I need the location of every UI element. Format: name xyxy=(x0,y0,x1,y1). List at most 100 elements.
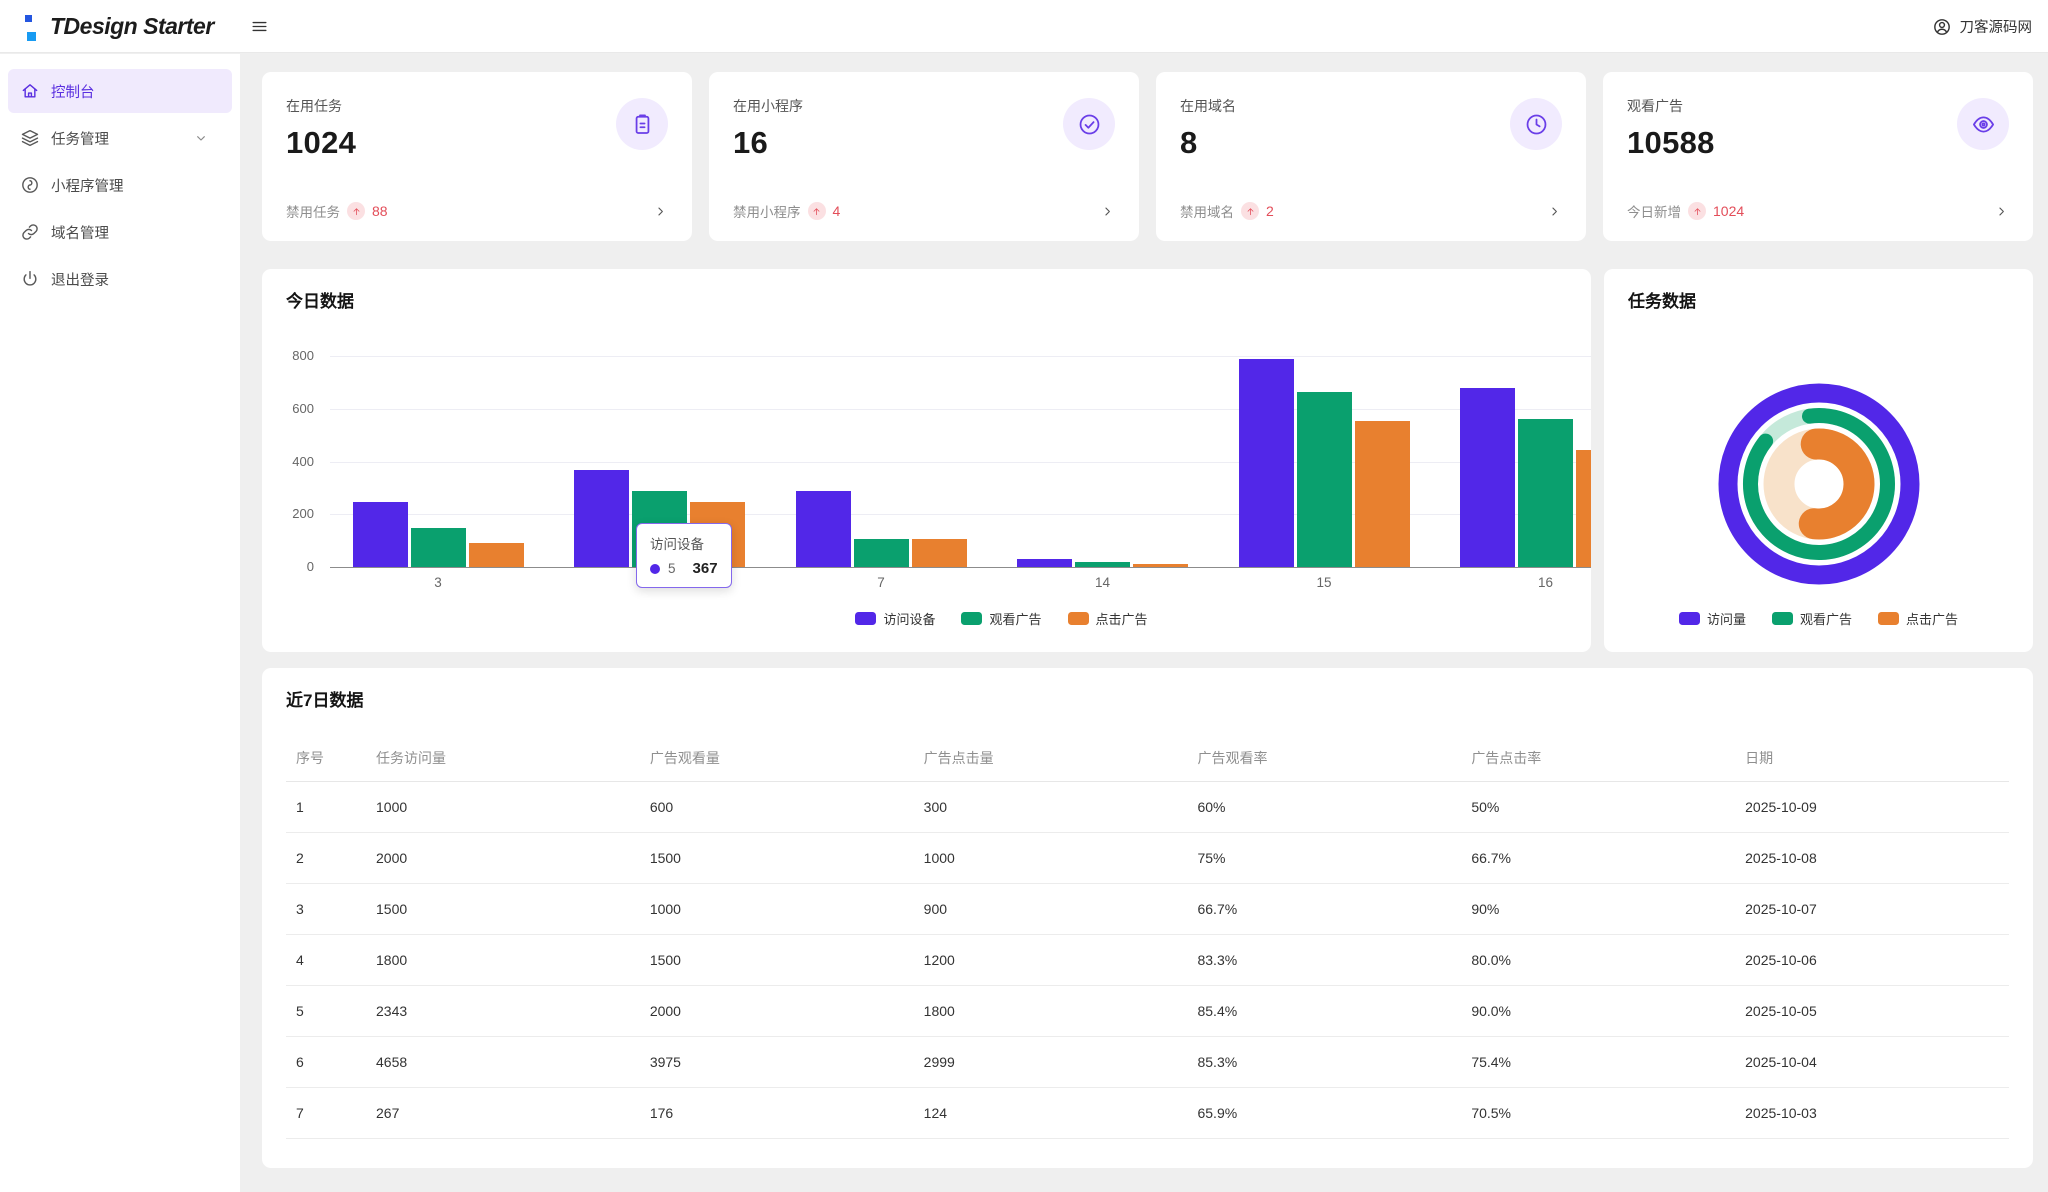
stat-footer-value: 88 xyxy=(372,203,388,219)
x-axis-tick-label: 15 xyxy=(1316,575,1332,590)
link-icon xyxy=(20,222,40,242)
table-cell: 7 xyxy=(286,1087,366,1139)
power-icon xyxy=(20,269,40,289)
table-cell: 1500 xyxy=(639,832,914,884)
bar-点击广告-16[interactable] xyxy=(1576,450,1591,567)
y-axis-tick-label: 400 xyxy=(292,453,314,469)
stat-card-footer: 禁用小程序 4 xyxy=(733,201,1115,221)
bar-访问设备-7[interactable] xyxy=(795,491,851,567)
legend-swatch xyxy=(1067,612,1089,625)
bar-观看广告-15[interactable] xyxy=(1296,392,1352,567)
bar-访问设备-15[interactable] xyxy=(1238,359,1294,567)
stat-card-clock[interactable]: 在用域名 8 禁用域名 2 xyxy=(1156,72,1586,241)
table-cell: 2 xyxy=(286,832,366,884)
table-title: 近7日数据 xyxy=(286,691,364,710)
donut-segment-1[interactable] xyxy=(1742,408,1895,560)
stat-card-clipboard[interactable]: 在用任务 1024 禁用任务 88 xyxy=(262,72,692,241)
clipboard-icon xyxy=(630,112,655,137)
table-row: 2 2000 1500 1000 75% 66.7% 2025-10-08 xyxy=(286,832,2009,884)
column-header: 广告点击量 xyxy=(913,736,1188,782)
column-header: 广告点击率 xyxy=(1461,736,1736,782)
legend-swatch xyxy=(1771,612,1793,625)
bar-点击广告-7[interactable] xyxy=(911,539,967,567)
stat-footer-value: 1024 xyxy=(1713,203,1745,219)
app-logo[interactable]: TDesign Starter xyxy=(24,0,214,53)
table-cell: 2025-10-04 xyxy=(1735,1036,2009,1088)
table-cell: 3 xyxy=(286,883,366,935)
bar-点击广告-14[interactable] xyxy=(1133,564,1188,567)
user-menu[interactable]: 刀客源码网 xyxy=(1932,0,2032,53)
arrow-up-icon xyxy=(347,202,365,220)
arrow-up-icon xyxy=(1241,202,1259,220)
collapse-menu-icon[interactable] xyxy=(250,17,269,36)
table-cell: 2025-10-08 xyxy=(1735,832,2009,884)
stat-card-value: 8 xyxy=(1180,125,1198,160)
sidebar-item-link[interactable]: 域名管理 xyxy=(8,210,232,254)
table-cell: 3975 xyxy=(639,1036,914,1088)
x-axis-line xyxy=(330,567,1591,568)
bar-观看广告-14[interactable] xyxy=(1075,562,1130,567)
today-data-card: 今日数据 0200400600800357141516 访问设备观看广告点击广告… xyxy=(262,269,1591,652)
donut-segment-2[interactable] xyxy=(1798,428,1874,540)
table-cell: 1500 xyxy=(366,883,640,935)
sidebar-item-label: 退出登录 xyxy=(51,272,109,289)
chevron-right-icon[interactable] xyxy=(1100,204,1115,219)
sidebar-item-power[interactable]: 退出登录 xyxy=(8,257,232,301)
bar-点击广告-3[interactable] xyxy=(468,543,524,567)
legend-item-访问设备[interactable]: 访问设备 xyxy=(855,609,935,628)
stat-footer-value: 4 xyxy=(832,203,841,219)
stat-footer-label: 今日新增 xyxy=(1627,205,1681,220)
chevron-right-icon[interactable] xyxy=(1547,204,1562,219)
table-row: 3 1500 1000 900 66.7% 90% 2025-10-07 xyxy=(286,883,2009,935)
table-row: 7 267 176 124 65.9% 70.5% 2025-10-03 xyxy=(286,1087,2009,1139)
bar-观看广告-3[interactable] xyxy=(410,528,466,567)
bar-chart: 0 200 400 600 800 3 5 7 14 15 16 xyxy=(262,269,1591,652)
donut-chart[interactable] xyxy=(1709,374,1929,594)
table-cell: 60% xyxy=(1187,781,1462,833)
miniprogram-icon xyxy=(20,175,40,195)
table-cell: 90.0% xyxy=(1461,985,1736,1037)
sidebar-item-layers[interactable]: 任务管理 xyxy=(8,116,232,160)
legend-item-点击广告[interactable]: 点击广告 xyxy=(1878,609,1958,628)
bar-chart-legend: 访问设备 观看广告 点击广告 xyxy=(262,609,1591,628)
bar-观看广告-16[interactable] xyxy=(1518,419,1573,567)
table-cell: 267 xyxy=(366,1087,640,1139)
stat-card-check-circle[interactable]: 在用小程序 16 禁用小程序 4 xyxy=(709,72,1139,241)
tooltip-category: 5 xyxy=(668,561,676,576)
grid-line xyxy=(330,461,1591,463)
bar-访问设备-3[interactable] xyxy=(352,502,408,567)
table-row: 6 4658 3975 2999 85.3% 75.4% 2025-10-04 xyxy=(286,1036,2009,1088)
sidebar: 控制台 任务管理 小程序管理 域名管理退出登录 xyxy=(0,54,240,1192)
layers-icon xyxy=(20,128,40,148)
stat-card-icon-circle xyxy=(616,98,668,150)
bar-访问设备-16[interactable] xyxy=(1460,388,1515,567)
bar-访问设备-5[interactable] xyxy=(574,470,629,567)
column-header: 日期 xyxy=(1735,736,2009,782)
sidebar-item-miniprogram[interactable]: 小程序管理 xyxy=(8,163,232,207)
chevron-right-icon[interactable] xyxy=(653,204,668,219)
legend-item-点击广告[interactable]: 点击广告 xyxy=(1067,609,1148,628)
legend-item-观看广告[interactable]: 观看广告 xyxy=(961,609,1042,628)
bar-观看广告-7[interactable] xyxy=(853,539,909,567)
home-icon xyxy=(20,81,40,101)
legend-label: 观看广告 xyxy=(989,612,1042,627)
donut-chart-title: 任务数据 xyxy=(1628,292,1696,311)
legend-item-观看广告[interactable]: 观看广告 xyxy=(1771,609,1852,628)
arrow-up-icon xyxy=(807,202,826,220)
sidebar-item-home[interactable]: 控制台 xyxy=(8,69,232,113)
stat-card-eye[interactable]: 观看广告 10588 今日新增 1024 xyxy=(1603,72,2033,241)
check-circle-icon xyxy=(1077,112,1102,137)
chevron-right-icon[interactable] xyxy=(1994,204,2009,219)
column-header: 任务访问量 xyxy=(366,736,640,782)
chevron-down-icon[interactable] xyxy=(193,130,209,146)
legend-item-访问量[interactable]: 访问量 xyxy=(1678,609,1746,628)
last-7-days-card: 近7日数据 序号 任务访问量 广告观看量 广告点击量 广告观看率 广告点击率 日期 1 1000… xyxy=(262,668,2033,1168)
y-axis-tick-label: 0 xyxy=(306,559,314,574)
bar-访问设备-14[interactable] xyxy=(1017,559,1072,567)
table-cell: 900 xyxy=(913,883,1188,935)
stat-card-label: 在用小程序 xyxy=(733,98,803,114)
y-axis-tick-label: 800 xyxy=(292,348,314,363)
bar-点击广告-15[interactable] xyxy=(1354,421,1410,567)
table-cell: 2025-10-03 xyxy=(1735,1087,2009,1139)
table-cell: 4 xyxy=(286,934,366,986)
